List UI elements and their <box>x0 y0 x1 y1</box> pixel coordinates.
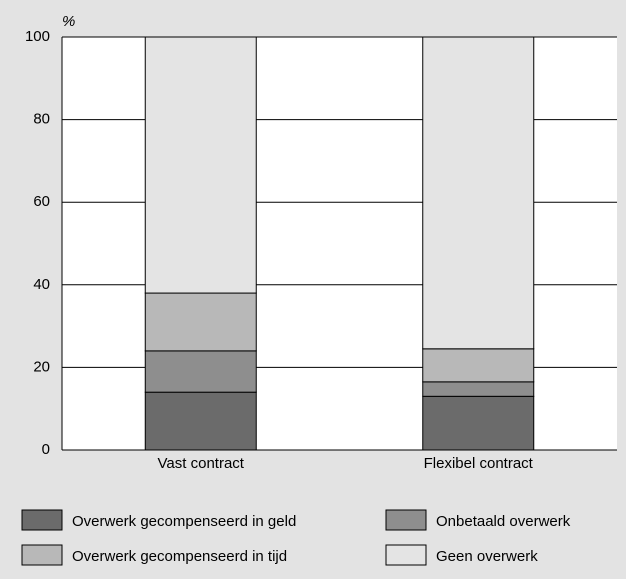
y-axis-label: % <box>62 13 75 30</box>
y-tick-label: 20 <box>33 358 50 375</box>
legend-swatch <box>385 544 427 566</box>
y-tick-label: 40 <box>33 276 50 293</box>
bar-segment <box>144 292 257 352</box>
bar-segment <box>144 36 257 294</box>
x-tick-label: Vast contract <box>158 455 245 472</box>
bar-segment <box>144 350 257 393</box>
legend-swatch <box>385 509 427 531</box>
bar-segment <box>144 391 257 451</box>
bar-segment <box>422 381 535 397</box>
legend-label: Onbetaald overwerk <box>436 513 571 530</box>
x-tick-label: Flexibel contract <box>424 455 534 472</box>
legend-swatch <box>21 509 63 531</box>
y-tick-label: 60 <box>33 193 50 210</box>
bar-segment <box>422 395 535 451</box>
legend-label: Geen overwerk <box>436 548 538 565</box>
bar-segment <box>422 36 535 350</box>
legend-label: Overwerk gecompenseerd in geld <box>72 513 296 530</box>
bar-segment <box>422 348 535 383</box>
y-tick-label: 80 <box>33 111 50 128</box>
legend-label: Overwerk gecompenseerd in tijd <box>72 548 287 565</box>
y-tick-label: 0 <box>42 441 50 458</box>
y-tick-label: 100 <box>25 28 50 45</box>
legend-swatch <box>21 544 63 566</box>
